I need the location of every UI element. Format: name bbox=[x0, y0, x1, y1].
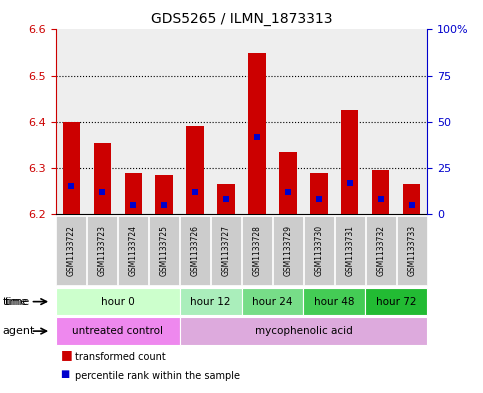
Bar bbox=[311, 173, 327, 214]
Text: GSM1133726: GSM1133726 bbox=[190, 225, 199, 276]
Text: mycophenolic acid: mycophenolic acid bbox=[255, 326, 353, 336]
Text: agent: agent bbox=[3, 326, 35, 336]
Text: hour 0: hour 0 bbox=[100, 297, 134, 307]
Text: GSM1133725: GSM1133725 bbox=[159, 225, 169, 276]
Bar bbox=[62, 122, 80, 214]
Text: GSM1133729: GSM1133729 bbox=[284, 225, 293, 276]
Bar bbox=[280, 152, 297, 214]
Bar bbox=[94, 143, 111, 214]
Text: ■: ■ bbox=[60, 369, 70, 379]
Text: GSM1133732: GSM1133732 bbox=[376, 225, 385, 276]
Text: hour 24: hour 24 bbox=[252, 297, 293, 307]
Text: hour 72: hour 72 bbox=[376, 297, 417, 307]
Bar bbox=[341, 110, 358, 214]
Bar bbox=[248, 53, 266, 214]
Bar bbox=[125, 173, 142, 214]
Text: untreated control: untreated control bbox=[72, 326, 163, 336]
Text: time: time bbox=[5, 297, 30, 307]
Text: GSM1133723: GSM1133723 bbox=[98, 225, 107, 276]
Bar bbox=[186, 127, 203, 214]
Text: GSM1133724: GSM1133724 bbox=[128, 225, 138, 276]
Text: GSM1133733: GSM1133733 bbox=[408, 225, 416, 276]
Text: hour 48: hour 48 bbox=[314, 297, 355, 307]
Bar bbox=[156, 175, 172, 214]
Bar bbox=[403, 184, 421, 214]
Text: GSM1133730: GSM1133730 bbox=[314, 225, 324, 276]
Text: GSM1133731: GSM1133731 bbox=[345, 225, 355, 276]
Text: transformed count: transformed count bbox=[75, 352, 166, 362]
Text: GSM1133722: GSM1133722 bbox=[67, 225, 75, 276]
Text: hour 12: hour 12 bbox=[190, 297, 231, 307]
Text: GSM1133727: GSM1133727 bbox=[222, 225, 230, 276]
Text: ■: ■ bbox=[60, 348, 72, 361]
Bar bbox=[372, 170, 389, 214]
Text: percentile rank within the sample: percentile rank within the sample bbox=[75, 371, 240, 381]
Bar bbox=[217, 184, 235, 214]
Text: time: time bbox=[3, 297, 28, 307]
Title: GDS5265 / ILMN_1873313: GDS5265 / ILMN_1873313 bbox=[151, 12, 332, 26]
Text: GSM1133728: GSM1133728 bbox=[253, 225, 261, 276]
